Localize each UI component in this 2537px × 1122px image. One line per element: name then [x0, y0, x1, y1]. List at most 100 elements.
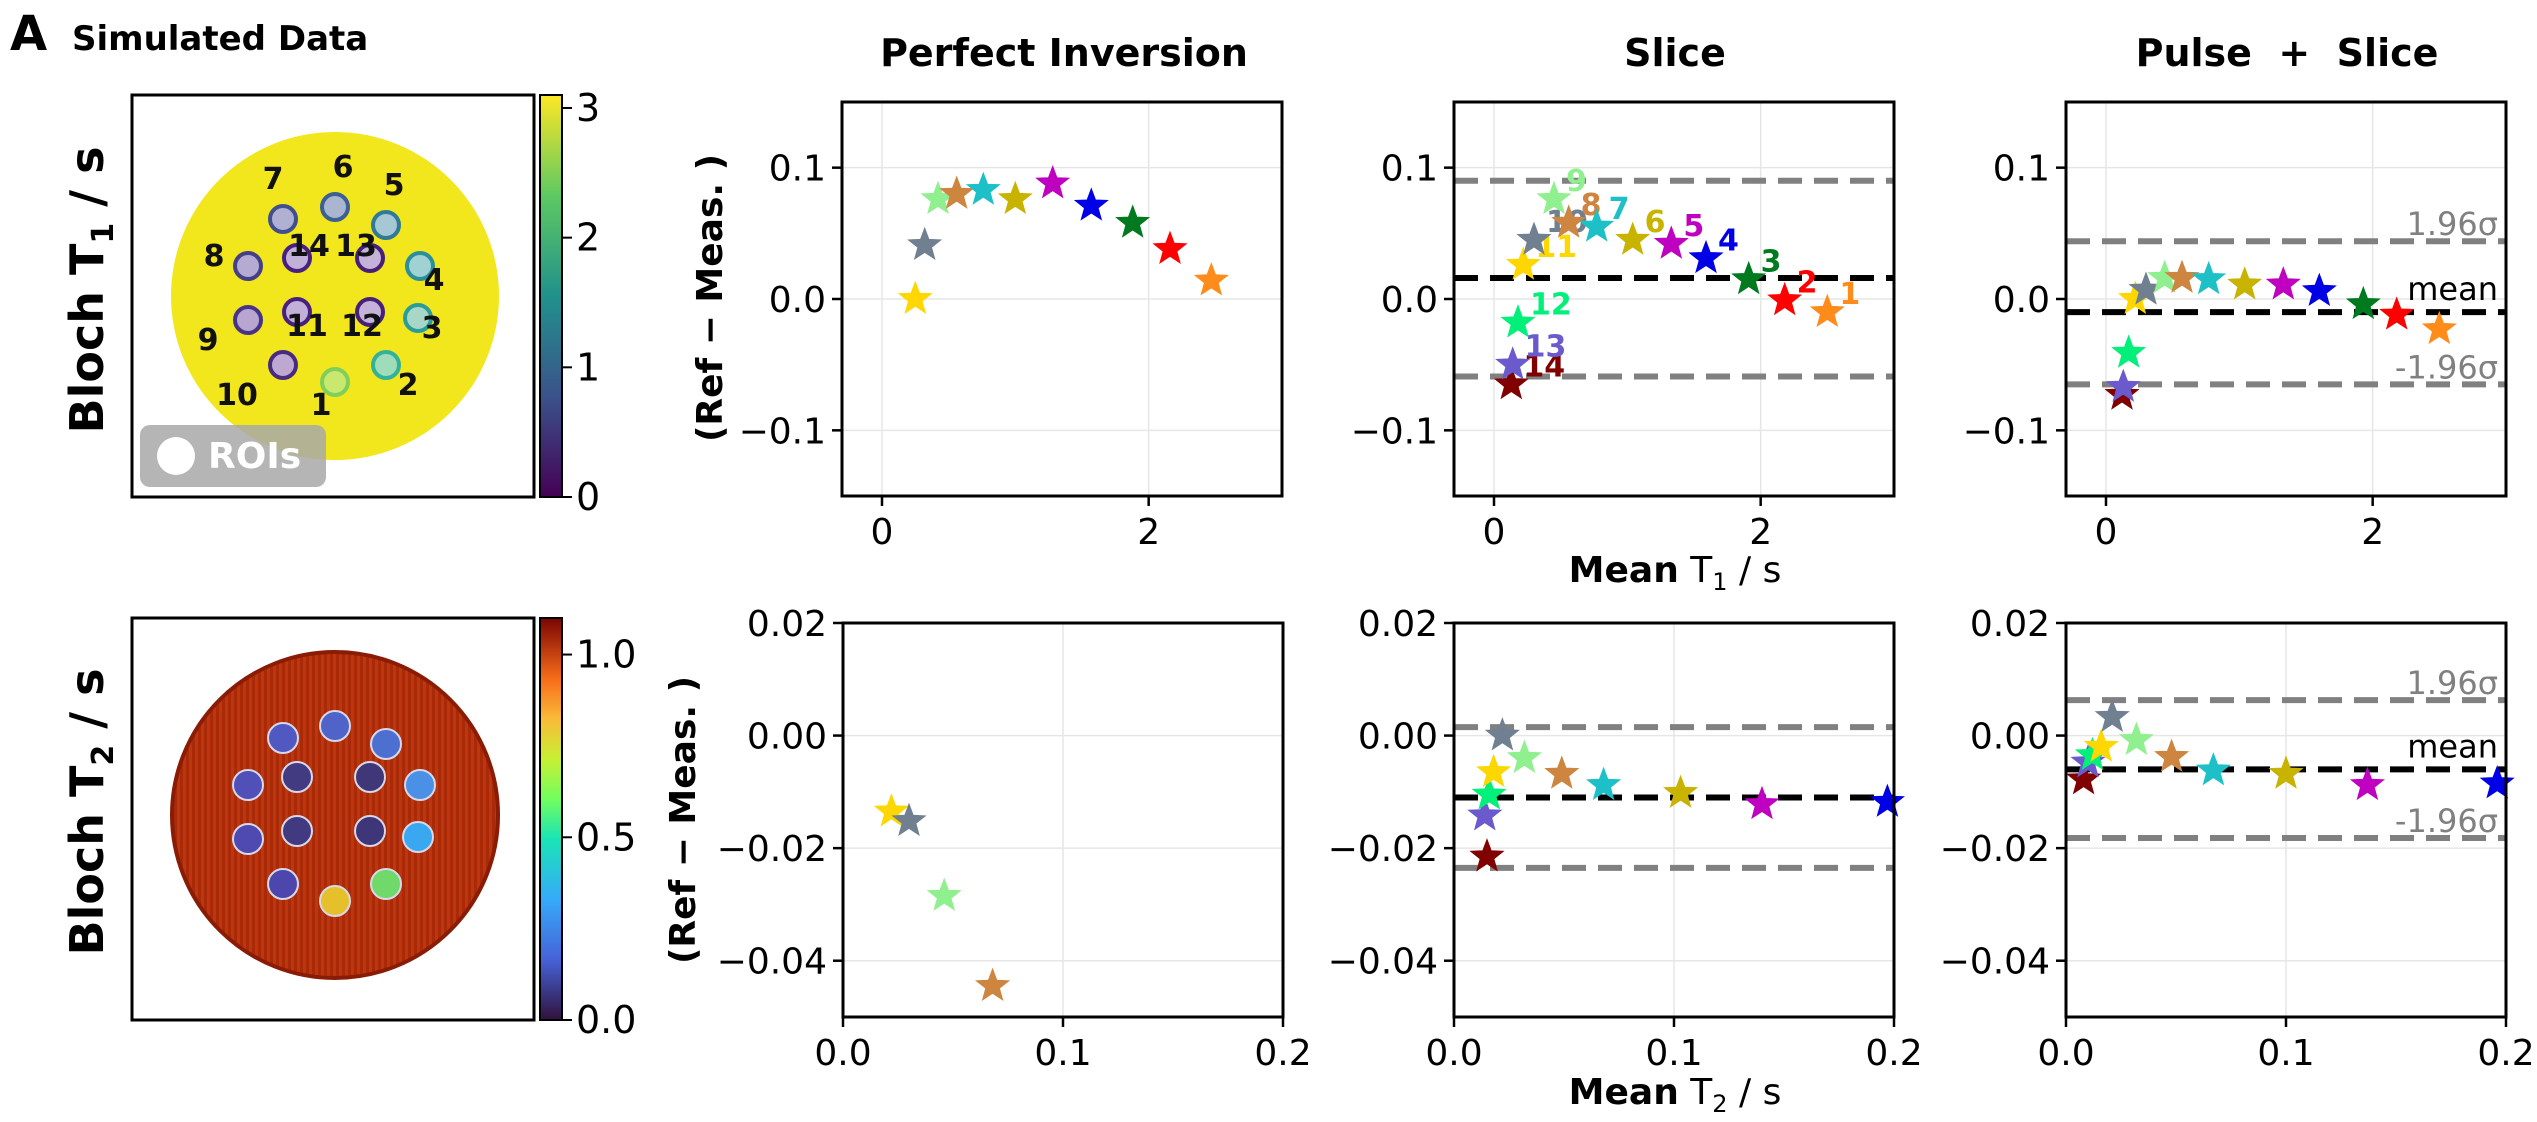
data-point-roi-11 — [1505, 246, 1541, 280]
roi-label-8: 8 — [204, 239, 225, 274]
t1-vial-12 — [355, 297, 385, 327]
x-tick-label: 2 — [1749, 512, 1772, 553]
x-tick-label: 0 — [1483, 512, 1506, 553]
data-point-roi-5 — [1035, 164, 1071, 199]
point-label-roi-9: 9 — [1566, 164, 1587, 199]
t1-colorbar: 0 1 2 3 — [539, 86, 600, 519]
y-tick-label: 0.00 — [747, 717, 827, 758]
row-label-t1-sub: 1 — [86, 223, 121, 244]
xlabel-t1: Mean T1 / s — [1569, 550, 1782, 596]
xlabel-t2-bold: Mean — [1569, 1072, 1679, 1113]
roi-label-9: 9 — [198, 323, 219, 358]
t1-vial-2 — [371, 350, 401, 380]
upper-loa-label: 1.96σ — [2406, 205, 2498, 243]
colorbar-tick-label: 0.0 — [576, 998, 636, 1042]
xlabel-t1-bold: Mean — [1569, 550, 1679, 591]
data-point-roi-13 — [1495, 346, 1531, 380]
column-title-slice: Slice — [1624, 31, 1726, 75]
point-label-roi-4: 4 — [1718, 223, 1739, 258]
y-tick-label: 0.0 — [1993, 280, 2050, 321]
row-label-t2-sub: 2 — [86, 745, 121, 766]
point-label-roi-14: 14 — [1523, 349, 1565, 384]
xlabel-t1-sub: 1 — [1712, 568, 1727, 596]
colorbar-tick-label: 0 — [576, 475, 600, 519]
data-point-roi-2 — [1152, 230, 1188, 264]
t1-vial-4 — [405, 251, 435, 281]
roi-label-5: 5 — [384, 168, 405, 203]
data-point-roi-1 — [1809, 293, 1845, 328]
data-point-roi-12 — [2111, 334, 2147, 368]
y-tick-label: −0.02 — [717, 829, 827, 870]
roi-label-2: 2 — [398, 368, 419, 403]
data-point-roi-4 — [1073, 187, 1109, 221]
gridlines — [1454, 102, 1894, 496]
row-label-t1: Bloch T1 / s — [60, 147, 121, 434]
x-tick-label: 0.1 — [2257, 1033, 2314, 1074]
y-tick-label: −0.1 — [1351, 411, 1438, 452]
t2-vials — [232, 710, 436, 917]
x-tick-label: 0.0 — [2037, 1033, 2094, 1074]
data-point-roi-12 — [1471, 776, 1507, 810]
t2-vial-6 — [319, 710, 351, 742]
data-point-roi-10 — [891, 802, 927, 837]
data-point-roi-3 — [1731, 260, 1767, 295]
plot-t2-perfect-inversion: 0.0 0.1 0.2 −0.04 −0.02 0.00 0.02 — [717, 604, 1312, 1074]
y-tick-label: 0.0 — [1381, 280, 1438, 321]
t2-vial-7 — [267, 722, 299, 754]
row-label-t1-text: Bloch T — [60, 243, 114, 433]
data-point-roi-6 — [1615, 221, 1651, 255]
data-point-roi-3 — [2345, 285, 2381, 320]
data-point-roi-1 — [1193, 262, 1229, 296]
plot-t1-pulse-slice: 1.96σ mean -1.96σ 0 2 −0.1 0.0 0.1 — [1963, 100, 2508, 553]
plot-t2-slice: 0.0 0.1 0.2 −0.04 −0.02 0.00 0.02 — [1328, 604, 1923, 1074]
t2-map-image — [130, 616, 536, 1022]
row-label-t2-unit: / s — [60, 669, 114, 745]
xlabel-t2-sub: 2 — [1712, 1090, 1727, 1118]
t2-vial-9 — [232, 823, 264, 855]
t1-vial-3 — [403, 303, 433, 333]
y-tick-label: 0.1 — [769, 149, 826, 190]
data-point-roi-11 — [897, 280, 933, 314]
roi-label-7: 7 — [263, 162, 284, 197]
roi-label-3: 3 — [422, 311, 443, 346]
x-tick-label: 0.1 — [1645, 1033, 1702, 1074]
point-label-roi-12: 12 — [1530, 288, 1572, 323]
data-point-roi-7 — [965, 171, 1001, 205]
t2-vial-1 — [319, 885, 351, 917]
gridlines — [1453, 622, 1895, 1017]
ylabel-t1: (Ref − Meas. ) — [690, 154, 731, 442]
data-point-roi-8 — [1551, 204, 1587, 238]
data-point-roi-7 — [2195, 752, 2231, 786]
y-tick-label: −0.1 — [739, 411, 826, 452]
data-point-roi-8 — [2164, 259, 2200, 293]
ylabel-t2: (Ref − Meas. ) — [663, 676, 704, 964]
data-point-roi-10 — [2094, 698, 2130, 732]
row-label-t2-text: Bloch T — [60, 765, 114, 955]
point-label-roi-1: 1 — [1839, 277, 1860, 312]
data-point-roi-7 — [2191, 260, 2227, 295]
y-tick-label: −0.1 — [1963, 411, 2050, 452]
point-label-roi-7: 7 — [1609, 192, 1630, 227]
roi-label-11: 11 — [286, 309, 328, 344]
roi-badge-dot-icon — [157, 437, 195, 475]
data-point-roi-13 — [2105, 368, 2141, 402]
t1-vial-14 — [282, 243, 312, 273]
x-tick-label: 0.2 — [2477, 1033, 2534, 1074]
roi-label-10: 10 — [216, 378, 258, 413]
data-point-roi-7 — [1579, 208, 1615, 242]
colorbar-tick-label: 3 — [576, 86, 600, 130]
data-point-roi-4 — [1869, 783, 1905, 817]
data-point-roi-10 — [1516, 221, 1552, 255]
point-label-roi-3: 3 — [1761, 244, 1782, 279]
y-tick-label: 0.0 — [769, 280, 826, 321]
column-title-perfect-inversion: Perfect Inversion — [880, 31, 1248, 75]
lower-loa-label: -1.96σ — [2395, 802, 2498, 840]
data-point-roi-13 — [1467, 797, 1503, 831]
t2-vial-10 — [267, 868, 299, 900]
y-tick-label: 0.02 — [747, 604, 827, 645]
data-point-roi-9 — [1536, 180, 1572, 215]
y-tick-label: −0.02 — [1328, 829, 1438, 870]
